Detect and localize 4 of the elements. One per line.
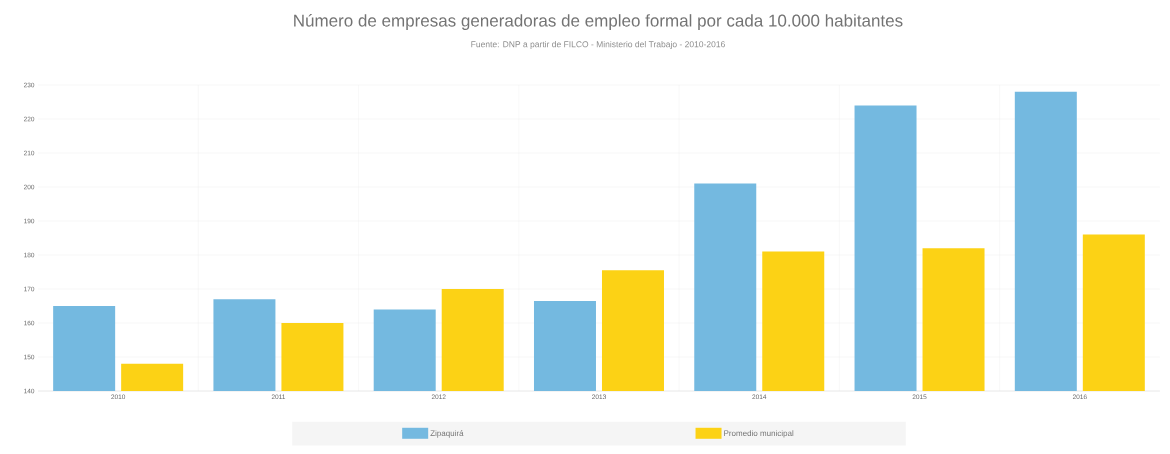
legend-label: Promedio municipal [724, 430, 794, 438]
chart-title: Número de empresas generadoras de empleo formal por cada 10.000 habitantes [294, 13, 903, 31]
chart-subtitle: Fuente: DNP a partir de FILCO - Ministerio del Trabajo - 2010-2016 [471, 41, 725, 49]
legend-label: Zipaquirá [430, 430, 464, 438]
